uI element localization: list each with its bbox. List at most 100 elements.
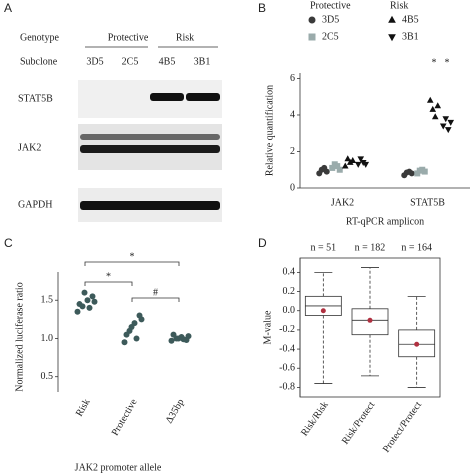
point: [138, 316, 145, 323]
genotype-label: Genotype: [20, 32, 59, 43]
y-axis-label: M-value: [262, 310, 273, 344]
x-tick-label: Risk: [74, 397, 93, 418]
y-tick-label: 0.2: [283, 286, 296, 297]
panel-label: B: [258, 1, 266, 15]
y-tick-label: 0.4: [283, 267, 296, 278]
point: [429, 105, 437, 112]
legend-label: 2C5: [322, 31, 339, 42]
mean: [320, 308, 326, 314]
point: [329, 164, 336, 171]
x-tick-label: JAK2: [331, 197, 354, 208]
point: [180, 336, 187, 343]
panel-label: D: [258, 236, 267, 250]
y-tick-label: 2: [290, 146, 295, 157]
x-axis-label: RT-qPCR amplicon: [346, 216, 424, 227]
significance-mark: *: [445, 57, 450, 68]
point: [431, 113, 439, 120]
group-label: Protective: [108, 32, 149, 43]
significance-mark: *: [106, 271, 111, 282]
legend-marker: [308, 16, 316, 24]
point: [349, 157, 357, 164]
point: [121, 339, 128, 346]
blot-row-label: JAK2: [18, 142, 41, 153]
point: [81, 289, 88, 296]
point: [426, 96, 434, 103]
legend-marker: [308, 33, 316, 41]
point: [444, 127, 452, 134]
subclone: 2C5: [122, 56, 139, 67]
point: [447, 119, 455, 126]
point: [442, 116, 450, 123]
point: [74, 308, 81, 315]
point: [185, 333, 192, 340]
y-axis-label: Normalized luciferase ratio: [14, 282, 25, 391]
subclone-label: Subclone: [20, 56, 58, 67]
legend-group: Risk: [390, 0, 408, 11]
x-tick-label: Δ35bp: [164, 397, 187, 425]
point: [91, 298, 98, 305]
y-tick-label: -0.8: [279, 382, 295, 393]
legend-marker: [388, 34, 396, 42]
mean: [414, 341, 420, 347]
point: [341, 162, 349, 169]
y-tick-label: 0: [290, 182, 295, 193]
count-label: n = 182: [355, 242, 386, 253]
x-tick-label: Protective: [110, 397, 140, 438]
legend-label: 4B5: [402, 14, 419, 25]
legend-label: 3B1: [402, 31, 419, 42]
point: [344, 155, 352, 162]
y-tick-label: -0.6: [279, 363, 295, 374]
point: [175, 335, 182, 342]
subclone: 3B1: [194, 56, 211, 67]
point: [89, 293, 96, 300]
blot-row-label: GAPDH: [18, 199, 52, 210]
count-label: n = 164: [401, 242, 432, 253]
y-tick-label: -0.4: [279, 343, 295, 354]
y-tick-label: 1.5: [41, 295, 54, 306]
significance-bracket: [84, 281, 133, 286]
blot-row-label: STAT5B: [18, 93, 53, 104]
point: [336, 166, 343, 173]
panel-label: A: [4, 1, 12, 15]
point: [408, 170, 415, 177]
group-label: Risk: [176, 32, 194, 43]
significance-mark: *: [432, 57, 437, 68]
point: [439, 123, 447, 130]
point: [133, 335, 140, 342]
x-tick-label: Risk/Risk: [299, 400, 331, 439]
point: [323, 168, 330, 175]
y-tick-label: 4: [290, 109, 295, 120]
y-tick-label: 0.0: [283, 305, 296, 316]
mean: [367, 317, 373, 323]
y-tick-label: 6: [290, 73, 295, 84]
significance-bracket: [131, 297, 180, 302]
count-label: n = 51: [311, 242, 337, 253]
y-tick-label: 0.5: [41, 371, 54, 382]
y-tick-label: 1.0: [41, 333, 54, 344]
point: [362, 161, 370, 168]
point: [170, 331, 177, 338]
point: [421, 168, 428, 175]
blot-image: [78, 80, 222, 222]
point: [128, 324, 135, 330]
point: [357, 156, 365, 163]
point: [168, 337, 175, 344]
legend-marker: [388, 15, 396, 23]
legend-label: 3D5: [322, 14, 339, 25]
subclone: 3D5: [86, 56, 103, 67]
y-axis-label: Relative quantification: [264, 85, 275, 176]
point: [86, 304, 93, 311]
point: [334, 163, 341, 170]
x-axis-label: JAK2 promoter allele: [75, 462, 162, 473]
significance-mark: *: [130, 251, 135, 262]
point: [84, 297, 91, 304]
point: [123, 331, 130, 338]
point: [76, 301, 83, 308]
x-tick-label: Protect/Protect: [381, 400, 424, 455]
significance-mark: #: [153, 287, 158, 298]
x-tick-label: Risk/Protect: [340, 400, 377, 447]
panel-label: C: [4, 236, 13, 250]
y-tick-label: -0.2: [279, 324, 295, 335]
